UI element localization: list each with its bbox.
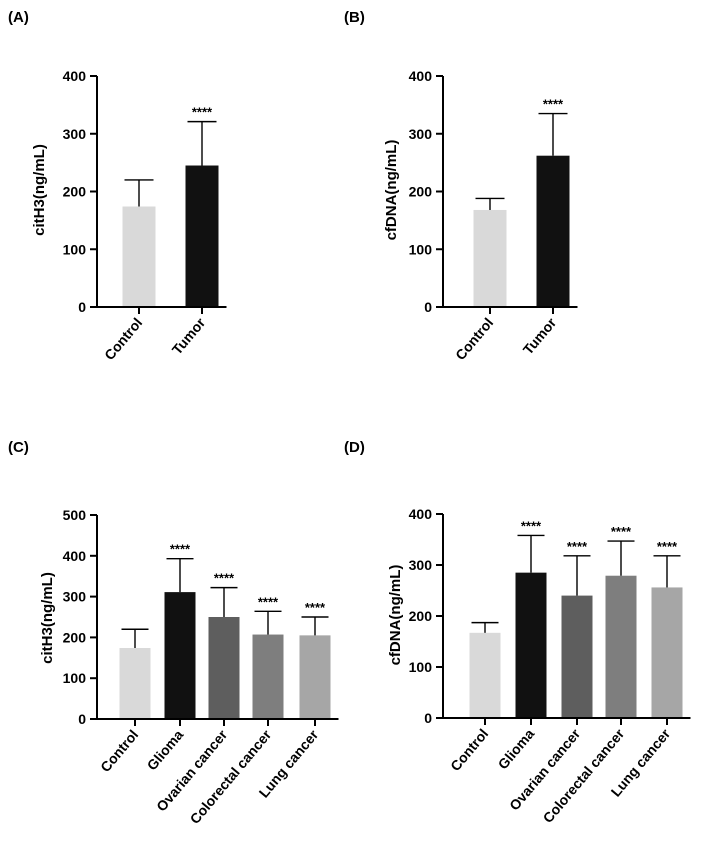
y-tick-label: 300 (63, 126, 87, 142)
bar (164, 592, 196, 719)
y-axis-title: citH3(ng/mL) (31, 144, 48, 236)
panel-label: (C) (8, 439, 29, 456)
bar (473, 209, 507, 307)
bar (122, 206, 156, 307)
y-tick-label: 400 (409, 506, 433, 522)
y-axis-title: citH3(ng/mL) (39, 572, 56, 664)
y-tick-label: 0 (78, 711, 86, 727)
panel-label: (D) (344, 439, 365, 456)
y-tick-label: 100 (409, 659, 433, 675)
bar (208, 617, 240, 719)
y-tick-label: 500 (63, 507, 87, 523)
y-tick-label: 300 (409, 557, 433, 573)
bar (605, 575, 637, 718)
bar (651, 587, 683, 718)
significance-label: **** (611, 524, 632, 539)
y-tick-label: 0 (424, 710, 432, 726)
y-tick-label: 100 (63, 670, 87, 686)
y-tick-label: 400 (409, 68, 433, 84)
significance-label: **** (567, 539, 588, 554)
bar (185, 165, 219, 307)
bar (469, 632, 501, 718)
significance-label: **** (170, 542, 191, 557)
y-axis-title: cfDNA(ng/mL) (383, 140, 400, 241)
y-axis-title: cfDNA(ng/mL) (387, 565, 404, 666)
significance-label: **** (543, 97, 564, 112)
bar (252, 634, 284, 719)
y-tick-label: 200 (409, 608, 433, 624)
bar (299, 635, 331, 719)
significance-label: **** (305, 600, 326, 615)
significance-label: **** (192, 105, 213, 120)
panel-label: (A) (8, 9, 29, 26)
y-tick-label: 400 (63, 68, 87, 84)
bar (561, 595, 593, 718)
y-tick-label: 200 (409, 184, 433, 200)
significance-label: **** (657, 539, 678, 554)
y-tick-label: 300 (409, 126, 433, 142)
y-tick-label: 200 (63, 629, 87, 645)
y-tick-label: 100 (63, 241, 87, 257)
bar (515, 572, 547, 718)
significance-label: **** (214, 571, 235, 586)
significance-label: **** (258, 594, 279, 609)
bar (119, 648, 151, 719)
panel-label: (B) (344, 9, 365, 26)
y-tick-label: 300 (63, 589, 87, 605)
y-tick-label: 100 (409, 241, 433, 257)
significance-label: **** (521, 518, 542, 533)
y-tick-label: 0 (78, 299, 86, 315)
y-tick-label: 0 (424, 299, 432, 315)
y-tick-label: 200 (63, 184, 87, 200)
bar (536, 155, 570, 307)
y-tick-label: 400 (63, 548, 87, 564)
